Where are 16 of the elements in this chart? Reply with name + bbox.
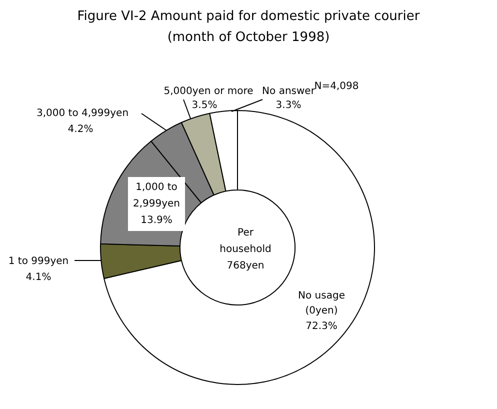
slice-label: No usage (0yen) [298,290,345,317]
slice-label: No answer [262,86,316,97]
chart-title: Figure VI-2 Amount paid for domestic private courier [77,9,420,24]
text: N=4,098 [314,81,359,92]
data-label: 3.5% [192,100,218,111]
data-label: 13.9% [140,215,172,226]
data-label: 4.1% [26,272,52,283]
data-label: 4.2% [68,124,94,135]
slice-label: 3,000 to 4,999yen [36,108,129,119]
chart-subtitle: (month of October 1998) [167,30,330,45]
data-label: 72.3% [306,321,338,332]
slice-label: 5,000yen or more [164,86,254,97]
text: Per household 768yen [220,228,272,272]
slice-label: 1 to 999yen [8,256,69,267]
data-label: 3.3% [276,100,302,111]
slice-label: 1,000 to 2,999yen [132,182,180,210]
